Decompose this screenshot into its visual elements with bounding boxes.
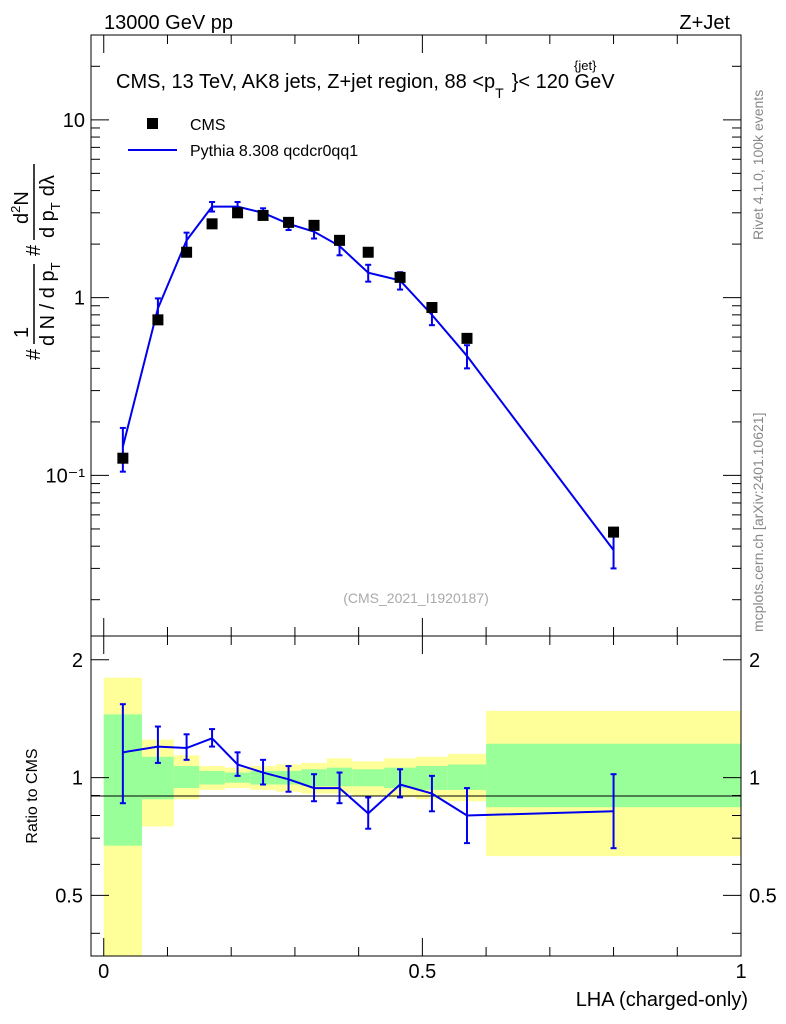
analysis-watermark: (CMS_2021_I1920187) [343, 590, 489, 606]
data-point [308, 219, 320, 231]
ratio-ylabel: Ratio to CMS [24, 748, 41, 843]
ratio-band-inner [173, 766, 200, 789]
main-axis-ticks: 10⁻¹ 1 10 [46, 34, 742, 636]
legend-data-label: CMS [190, 117, 226, 134]
svg-text:#: # [23, 244, 45, 256]
data-point [362, 246, 374, 258]
ratio-y-tick-label-right: 2 [749, 650, 760, 672]
data-point [283, 216, 295, 228]
ratio-band-inner [224, 772, 251, 783]
plot-title-sub: T [495, 85, 504, 101]
svg-text:d2N: d2N [8, 191, 33, 224]
rivet-label: Rivet 4.1.0, 100k events [750, 90, 766, 240]
main-y-tick-label: 10 [63, 110, 85, 132]
data-point [152, 314, 164, 326]
ratio-uncertainty-bands [103, 677, 741, 956]
data-point [461, 332, 473, 344]
svg-text:d pTdλ: d pTdλ [37, 175, 63, 238]
svg-text:d N / d pT: d N / d pT [37, 262, 63, 346]
process-label: Z+Jet [679, 12, 730, 34]
data-point [334, 234, 346, 246]
svg-text:1: 1 [11, 327, 33, 338]
ratio-y-tick-label: 2 [72, 650, 83, 672]
x-tick-label: 0.5 [408, 961, 436, 983]
ratio-frame [90, 635, 742, 957]
ratio-band-inner [352, 769, 385, 787]
data-point [608, 526, 620, 538]
legend-mc-label: Pythia 8.308 qcdcr0qq1 [190, 143, 358, 160]
mc-curve [121, 205, 615, 551]
ratio-y-tick-label: 1 [72, 768, 83, 790]
main-y-tick-label: 10⁻¹ [46, 465, 86, 487]
ratio-y-tick-label: 0.5 [55, 885, 83, 907]
plot-title-sup: {jet} [574, 58, 597, 73]
ratio-y-tick-label-right: 1 [749, 768, 760, 790]
ratio-y-tick-label-right: 0.5 [749, 885, 777, 907]
mcplots-label: mcplots.cern.ch [arXiv:2401.10621] [750, 413, 766, 632]
data-point [181, 246, 193, 258]
x-tick-label: 1 [735, 961, 746, 983]
main-ylabel: # 1 d N / d pT # d2N d pTdλ [8, 164, 63, 360]
data-series [117, 207, 620, 538]
plot-title: CMS, 13 TeV, AK8 jets, Z+jet region, 88 … [116, 71, 615, 101]
data-point [232, 207, 244, 219]
ratio-mc-curve [122, 737, 614, 817]
x-tick-label: 0 [98, 961, 109, 983]
data-point [117, 452, 129, 464]
data-point [394, 271, 406, 283]
ratio-mc-series [119, 703, 617, 850]
svg-text:#: # [23, 348, 45, 360]
plot-title-tail: }< 120 GeV [512, 71, 616, 93]
energy-label: 13000 GeV pp [104, 12, 233, 34]
data-point [257, 209, 269, 221]
legend-data-marker [147, 118, 158, 129]
main-frame [90, 34, 742, 637]
x-axis-label: LHA (charged-only) [576, 989, 748, 1011]
main-y-tick-label: 1 [74, 288, 85, 310]
data-point [206, 218, 218, 230]
plot-title-main: CMS, 13 TeV, AK8 jets, Z+jet region, 88 … [116, 71, 495, 93]
ratio-band-inner [199, 770, 225, 785]
data-point [426, 302, 438, 314]
ratio-band-inner [447, 764, 487, 790]
